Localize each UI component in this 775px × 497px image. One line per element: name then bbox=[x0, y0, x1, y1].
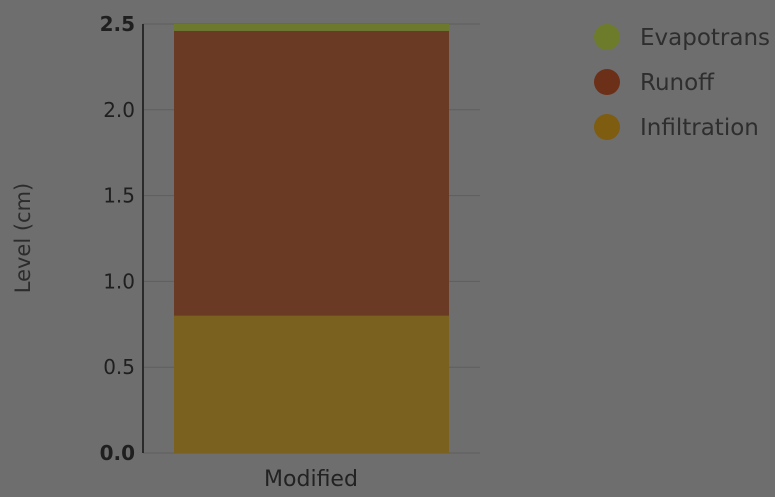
bar-segment-runoff bbox=[174, 30, 449, 316]
y-tick-label: 0.5 bbox=[103, 355, 135, 379]
y-tick-label: 2.5 bbox=[100, 12, 135, 36]
legend: Evapotrans Runoff Infiltration bbox=[594, 24, 770, 141]
legend-marker bbox=[594, 69, 620, 95]
y-tick-labels: 0.0 0.5 1.0 1.5 2.0 2.5 bbox=[100, 12, 135, 465]
legend-marker bbox=[594, 114, 620, 140]
legend-label: Infiltration bbox=[640, 115, 759, 141]
bar-stack bbox=[174, 24, 449, 453]
legend-label: Evapotrans bbox=[640, 25, 770, 51]
bar-segment-evapotrans bbox=[174, 24, 449, 31]
legend-marker bbox=[594, 24, 620, 50]
y-tick-label: 0.0 bbox=[100, 441, 135, 465]
bar-segment-infiltration bbox=[174, 315, 449, 453]
y-tick-label: 1.5 bbox=[103, 184, 135, 208]
y-tick-label: 2.0 bbox=[103, 98, 135, 122]
legend-label: Runoff bbox=[640, 70, 715, 96]
y-tick-label: 1.0 bbox=[103, 269, 135, 293]
y-axis-title: Level (cm) bbox=[11, 183, 35, 294]
x-tick-label: Modified bbox=[264, 467, 358, 492]
